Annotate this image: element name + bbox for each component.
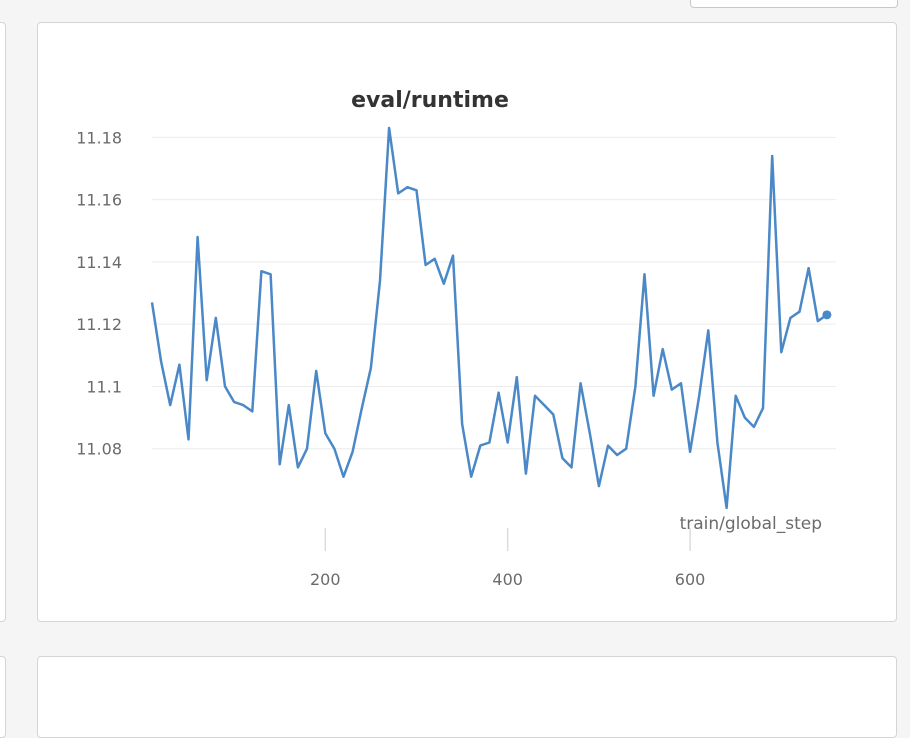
y-tick-label: 11.18 [76,128,122,147]
y-tick-label: 11.08 [76,440,122,459]
last-point-marker [822,310,832,320]
series-line [150,126,828,510]
y-tick-label: 11.14 [76,253,122,272]
y-tick-labels: 11.08 11.1 11.12 11.14 11.16 11.18 [76,128,122,458]
left-panel-bottom-edge [0,656,6,738]
chart-panel: eval/runtime 11.08 11.1 11.12 11.14 11.16 11.… [37,22,897,622]
x-tick-label: 200 [310,570,341,589]
x-tick-marks: 200 400 600 [310,528,705,589]
x-tick-label: 600 [675,570,706,589]
y-tick-label: 11.12 [76,315,122,334]
y-tick-label: 11.16 [76,191,122,210]
top-right-tab[interactable] [690,0,898,8]
left-panel-edge [0,22,6,622]
x-tick-label: 400 [492,570,523,589]
line-chart: eval/runtime 11.0811.111.1211.1411.1611.… [76,88,836,589]
y-tick-label: 11.1 [86,377,122,396]
grid-lines [152,136,836,450]
x-axis-label: train/global_step [680,514,822,534]
chart-title: eval/runtime [351,88,509,113]
next-chart-panel [37,656,897,738]
